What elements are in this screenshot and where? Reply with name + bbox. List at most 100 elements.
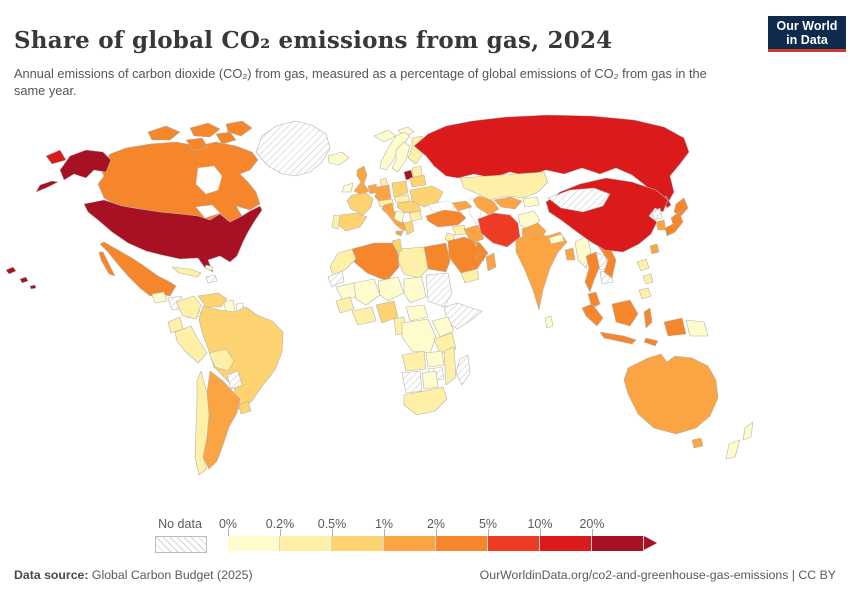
country-madagascar[interactable]: [455, 354, 471, 386]
country-ivory-coast-ghana[interactable]: [351, 306, 377, 326]
country-uae-qatar[interactable]: [475, 252, 487, 262]
country-morocco[interactable]: [329, 248, 357, 278]
country-bangladesh[interactable]: [564, 247, 576, 261]
country-mozambique[interactable]: [443, 346, 457, 386]
credit-link[interactable]: OurWorldinData.org/co2-and-greenhouse-ga…: [479, 568, 836, 582]
country-philippines[interactable]: [642, 273, 654, 285]
country-poland[interactable]: [391, 180, 409, 198]
country-papua-new-guinea[interactable]: [685, 319, 709, 337]
country-kyrgyzstan-tajikistan[interactable]: [522, 196, 540, 208]
country-czech-slovakia[interactable]: [393, 194, 411, 204]
country-russia-chukotka[interactable]: [45, 149, 67, 165]
country-peru[interactable]: [174, 325, 208, 364]
legend-bin-0.2%–0.5%[interactable]: [280, 536, 332, 551]
country-new-zealand-north[interactable]: [742, 421, 754, 441]
country-usa-aleutians[interactable]: [35, 180, 59, 193]
country-indonesia-sumatra[interactable]: [581, 303, 604, 327]
country-kuwait[interactable]: [472, 239, 480, 248]
country-mongolia[interactable]: [547, 187, 611, 213]
country-kazakhstan[interactable]: [459, 171, 549, 201]
country-usa-alaska[interactable]: [59, 149, 112, 181]
country-ireland[interactable]: [341, 182, 354, 193]
owid-logo[interactable]: Our World in Data: [768, 16, 846, 52]
country-western-sahara[interactable]: [327, 270, 345, 288]
country-algeria[interactable]: [351, 242, 400, 282]
country-bahamas[interactable]: [204, 264, 214, 272]
legend-bin-10%–20%[interactable]: [540, 536, 592, 551]
country-mexico-baja[interactable]: [98, 251, 116, 277]
country-central-african-republic[interactable]: [405, 304, 429, 322]
country-taiwan[interactable]: [649, 243, 660, 255]
country-uzbekistan[interactable]: [493, 196, 523, 210]
legend-bin-5%–10%[interactable]: [488, 536, 540, 551]
country-indonesia-west-papua[interactable]: [663, 317, 687, 337]
country-south-korea[interactable]: [655, 219, 667, 231]
country-indonesia-java[interactable]: [599, 331, 637, 345]
country-cuba[interactable]: [171, 266, 202, 278]
country-canada-arctic-island[interactable]: [215, 131, 237, 145]
country-malaysia-peninsula[interactable]: [587, 291, 601, 309]
country-zambia[interactable]: [425, 350, 445, 368]
country-namibia[interactable]: [401, 370, 423, 394]
country-sweden[interactable]: [391, 141, 411, 173]
country-norway[interactable]: [379, 131, 411, 171]
country-united-kingdom[interactable]: [353, 165, 370, 196]
legend-bin-20%+[interactable]: [592, 536, 644, 551]
country-usa-hawaii[interactable]: [19, 276, 29, 284]
country-botswana[interactable]: [421, 370, 439, 390]
country-north-korea[interactable]: [651, 207, 663, 221]
country-tanzania[interactable]: [433, 332, 457, 354]
country-portugal[interactable]: [331, 214, 341, 230]
country-colombia[interactable]: [175, 295, 202, 320]
country-usa-hawaii[interactable]: [29, 284, 37, 290]
country-canada-arctic-island[interactable]: [189, 122, 221, 138]
country-uruguay[interactable]: [238, 400, 252, 415]
country-oman[interactable]: [485, 252, 497, 272]
country-greece[interactable]: [403, 220, 415, 236]
country-japan[interactable]: [673, 197, 689, 217]
country-philippines[interactable]: [638, 287, 652, 300]
country-ukraine[interactable]: [409, 185, 444, 208]
country-libya[interactable]: [397, 246, 429, 279]
country-italy-sicily[interactable]: [395, 230, 404, 237]
country-senegal-guinea[interactable]: [335, 296, 355, 314]
legend-bin-0.5%–1%[interactable]: [332, 536, 384, 551]
legend-bin-2%–5%[interactable]: [436, 536, 488, 551]
country-iraq[interactable]: [463, 224, 485, 244]
country-dr-congo[interactable]: [401, 318, 437, 354]
country-india[interactable]: [515, 231, 568, 311]
country-svalbard[interactable]: [373, 129, 397, 143]
country-iran[interactable]: [477, 212, 521, 248]
country-mali[interactable]: [353, 278, 381, 306]
country-yemen[interactable]: [460, 268, 480, 284]
country-canada-arctic-island[interactable]: [225, 120, 253, 137]
country-caucasus[interactable]: [451, 200, 473, 212]
country-indonesia-borneo[interactable]: [611, 299, 639, 327]
country-nepal[interactable]: [548, 233, 565, 245]
country-turkey[interactable]: [425, 209, 467, 228]
country-uganda-kenya[interactable]: [431, 316, 455, 338]
country-guatemala[interactable]: [151, 291, 168, 304]
country-bolivia[interactable]: [208, 348, 235, 372]
country-canada-arctic-island[interactable]: [147, 125, 181, 141]
country-philippines[interactable]: [636, 258, 650, 272]
data-source[interactable]: Data source: Global Carbon Budget (2025): [14, 568, 253, 582]
country-venezuela[interactable]: [197, 292, 228, 308]
country-nigeria[interactable]: [375, 300, 399, 324]
country-hispaniola[interactable]: [205, 274, 218, 284]
country-australia-tasmania[interactable]: [691, 437, 704, 449]
country-angola[interactable]: [401, 350, 427, 372]
country-paraguay[interactable]: [226, 370, 243, 390]
country-syria[interactable]: [451, 224, 467, 236]
country-indonesia-lesser-sunda[interactable]: [643, 337, 659, 347]
country-niger[interactable]: [377, 276, 405, 302]
legend-bin-1%–2%[interactable]: [384, 536, 436, 551]
country-spain[interactable]: [335, 212, 368, 232]
country-usa-mainland[interactable]: [83, 199, 263, 273]
country-canada-arctic-island[interactable]: [185, 137, 209, 152]
legend-bin-0%–0.2%[interactable]: [228, 536, 280, 551]
country-sri-lanka[interactable]: [544, 315, 554, 329]
country-balkans[interactable]: [393, 210, 405, 224]
country-bulgaria[interactable]: [408, 210, 423, 222]
country-indonesia-sulawesi[interactable]: [643, 307, 653, 329]
